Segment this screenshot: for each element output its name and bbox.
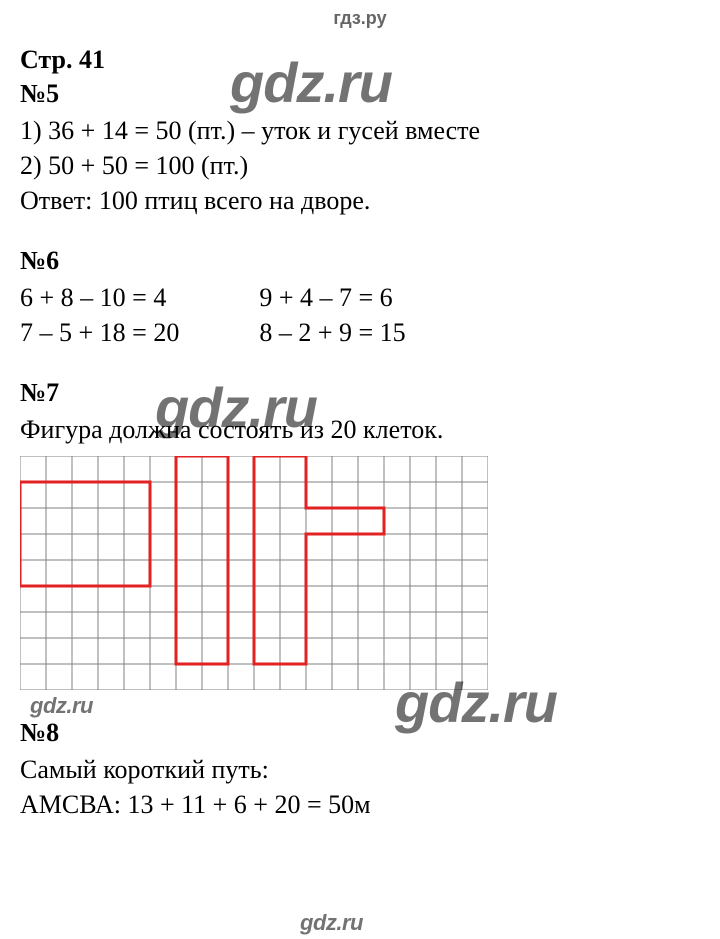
- problem-5-line: Ответ: 100 птиц всего на дворе.: [20, 183, 700, 218]
- problem-8-line: АМСВА: 13 + 11 + 6 + 20 = 50м: [20, 787, 700, 822]
- problem-6-expr: 7 – 5 + 18 = 20: [20, 315, 179, 350]
- problem-7-text: Фигура должна состоять из 20 клеток.: [20, 412, 700, 447]
- problem-6-columns: 6 + 8 – 10 = 4 7 – 5 + 18 = 20 9 + 4 – 7…: [20, 280, 700, 350]
- problem-7-heading: №7: [20, 378, 700, 408]
- page-reference: Стр. 41: [20, 45, 700, 75]
- problem-5-line: 2) 50 + 50 = 100 (пт.): [20, 148, 700, 183]
- problem-5-line: 1) 36 + 14 = 50 (пт.) – уток и гусей вме…: [20, 113, 700, 148]
- problem-8-line: Самый короткий путь:: [20, 752, 700, 787]
- problem-6-col2: 9 + 4 – 7 = 6 8 – 2 + 9 = 15: [259, 280, 405, 350]
- site-header: гдз.ру: [20, 0, 700, 39]
- problem-6-expr: 6 + 8 – 10 = 4: [20, 280, 179, 315]
- problem-7-grid: [20, 456, 700, 690]
- problem-6-expr: 9 + 4 – 7 = 6: [259, 280, 405, 315]
- problem-6-col1: 6 + 8 – 10 = 4 7 – 5 + 18 = 20: [20, 280, 179, 350]
- watermark: gdz.ru: [30, 693, 93, 719]
- watermark: gdz.ru: [300, 910, 363, 936]
- problem-6-heading: №6: [20, 246, 700, 276]
- problem-6-expr: 8 – 2 + 9 = 15: [259, 315, 405, 350]
- problem-5-heading: №5: [20, 79, 700, 109]
- grid-figure: [20, 456, 488, 690]
- problem-8-heading: №8: [20, 718, 700, 748]
